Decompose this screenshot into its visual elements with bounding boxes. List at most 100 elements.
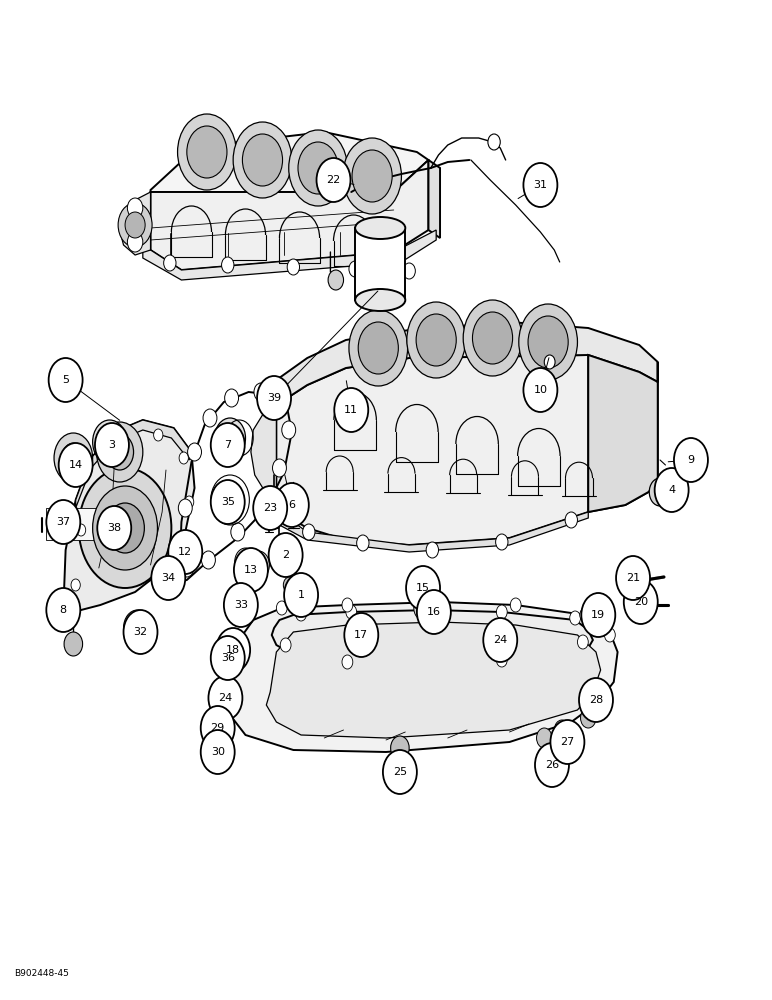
- Circle shape: [289, 574, 317, 610]
- Circle shape: [187, 126, 227, 178]
- Circle shape: [211, 480, 245, 524]
- Text: 26: 26: [545, 760, 559, 770]
- Text: 31: 31: [533, 180, 547, 190]
- Circle shape: [581, 593, 615, 637]
- Circle shape: [179, 452, 188, 464]
- Circle shape: [275, 396, 289, 414]
- Circle shape: [59, 443, 93, 487]
- Text: 37: 37: [56, 517, 70, 527]
- Circle shape: [257, 376, 291, 420]
- Circle shape: [537, 728, 552, 748]
- Circle shape: [125, 212, 145, 238]
- Text: 39: 39: [267, 393, 281, 403]
- Circle shape: [178, 499, 192, 517]
- Circle shape: [235, 548, 256, 576]
- Text: 22: 22: [327, 175, 340, 185]
- Text: 34: 34: [161, 573, 175, 583]
- Circle shape: [523, 368, 557, 412]
- Circle shape: [303, 524, 315, 540]
- Polygon shape: [428, 160, 440, 238]
- Text: 5: 5: [62, 375, 69, 385]
- Circle shape: [463, 300, 522, 376]
- Circle shape: [178, 114, 236, 190]
- Text: 19: 19: [591, 610, 605, 620]
- Circle shape: [624, 580, 658, 624]
- Circle shape: [416, 314, 456, 366]
- Text: 16: 16: [427, 607, 441, 617]
- Polygon shape: [588, 355, 658, 512]
- Circle shape: [334, 388, 368, 432]
- Polygon shape: [63, 420, 195, 612]
- Circle shape: [550, 720, 584, 764]
- Circle shape: [570, 611, 581, 625]
- Polygon shape: [102, 522, 125, 535]
- Circle shape: [106, 503, 144, 553]
- Circle shape: [79, 464, 88, 476]
- Circle shape: [201, 706, 235, 750]
- Circle shape: [554, 720, 570, 740]
- Ellipse shape: [632, 594, 642, 616]
- Circle shape: [616, 556, 650, 600]
- Circle shape: [234, 548, 268, 592]
- Circle shape: [164, 255, 176, 271]
- Circle shape: [403, 263, 415, 279]
- Circle shape: [391, 736, 409, 760]
- Circle shape: [581, 708, 596, 728]
- Circle shape: [248, 551, 269, 579]
- Circle shape: [604, 628, 615, 642]
- Circle shape: [96, 422, 143, 482]
- Circle shape: [284, 573, 318, 617]
- Circle shape: [49, 358, 83, 402]
- Circle shape: [427, 603, 438, 617]
- Circle shape: [343, 138, 401, 214]
- Text: 10: 10: [533, 385, 547, 395]
- Text: 30: 30: [211, 747, 225, 757]
- Text: 35: 35: [221, 497, 235, 507]
- Circle shape: [180, 559, 194, 577]
- Polygon shape: [143, 230, 436, 280]
- Circle shape: [118, 203, 152, 247]
- Circle shape: [124, 610, 151, 646]
- Polygon shape: [50, 518, 77, 532]
- Circle shape: [46, 588, 80, 632]
- Circle shape: [93, 420, 127, 464]
- Circle shape: [649, 478, 671, 506]
- Circle shape: [79, 468, 171, 588]
- Circle shape: [519, 304, 577, 380]
- Circle shape: [414, 596, 432, 620]
- Circle shape: [496, 534, 508, 550]
- Circle shape: [472, 312, 513, 364]
- Polygon shape: [276, 322, 658, 405]
- Circle shape: [298, 142, 338, 194]
- Circle shape: [233, 122, 292, 198]
- Circle shape: [216, 628, 250, 672]
- Circle shape: [357, 535, 369, 551]
- Text: 2: 2: [282, 550, 290, 560]
- Circle shape: [352, 150, 392, 202]
- Circle shape: [253, 486, 287, 530]
- Circle shape: [110, 436, 119, 448]
- Text: 38: 38: [107, 523, 121, 533]
- Circle shape: [222, 427, 239, 449]
- Circle shape: [130, 618, 145, 638]
- Circle shape: [358, 322, 398, 374]
- Circle shape: [222, 257, 234, 273]
- Circle shape: [275, 483, 309, 527]
- Circle shape: [273, 459, 286, 477]
- Circle shape: [252, 557, 265, 573]
- Circle shape: [523, 163, 557, 207]
- Circle shape: [203, 409, 217, 427]
- Circle shape: [580, 608, 591, 622]
- Circle shape: [317, 158, 350, 202]
- Circle shape: [342, 655, 353, 669]
- Circle shape: [269, 533, 303, 577]
- Circle shape: [46, 500, 80, 544]
- Text: 17: 17: [354, 630, 368, 640]
- Circle shape: [76, 524, 86, 536]
- Circle shape: [276, 601, 287, 615]
- Text: 11: 11: [344, 405, 358, 415]
- Text: 25: 25: [393, 767, 407, 777]
- Circle shape: [528, 316, 568, 368]
- Text: 27: 27: [560, 737, 574, 747]
- Circle shape: [406, 566, 440, 610]
